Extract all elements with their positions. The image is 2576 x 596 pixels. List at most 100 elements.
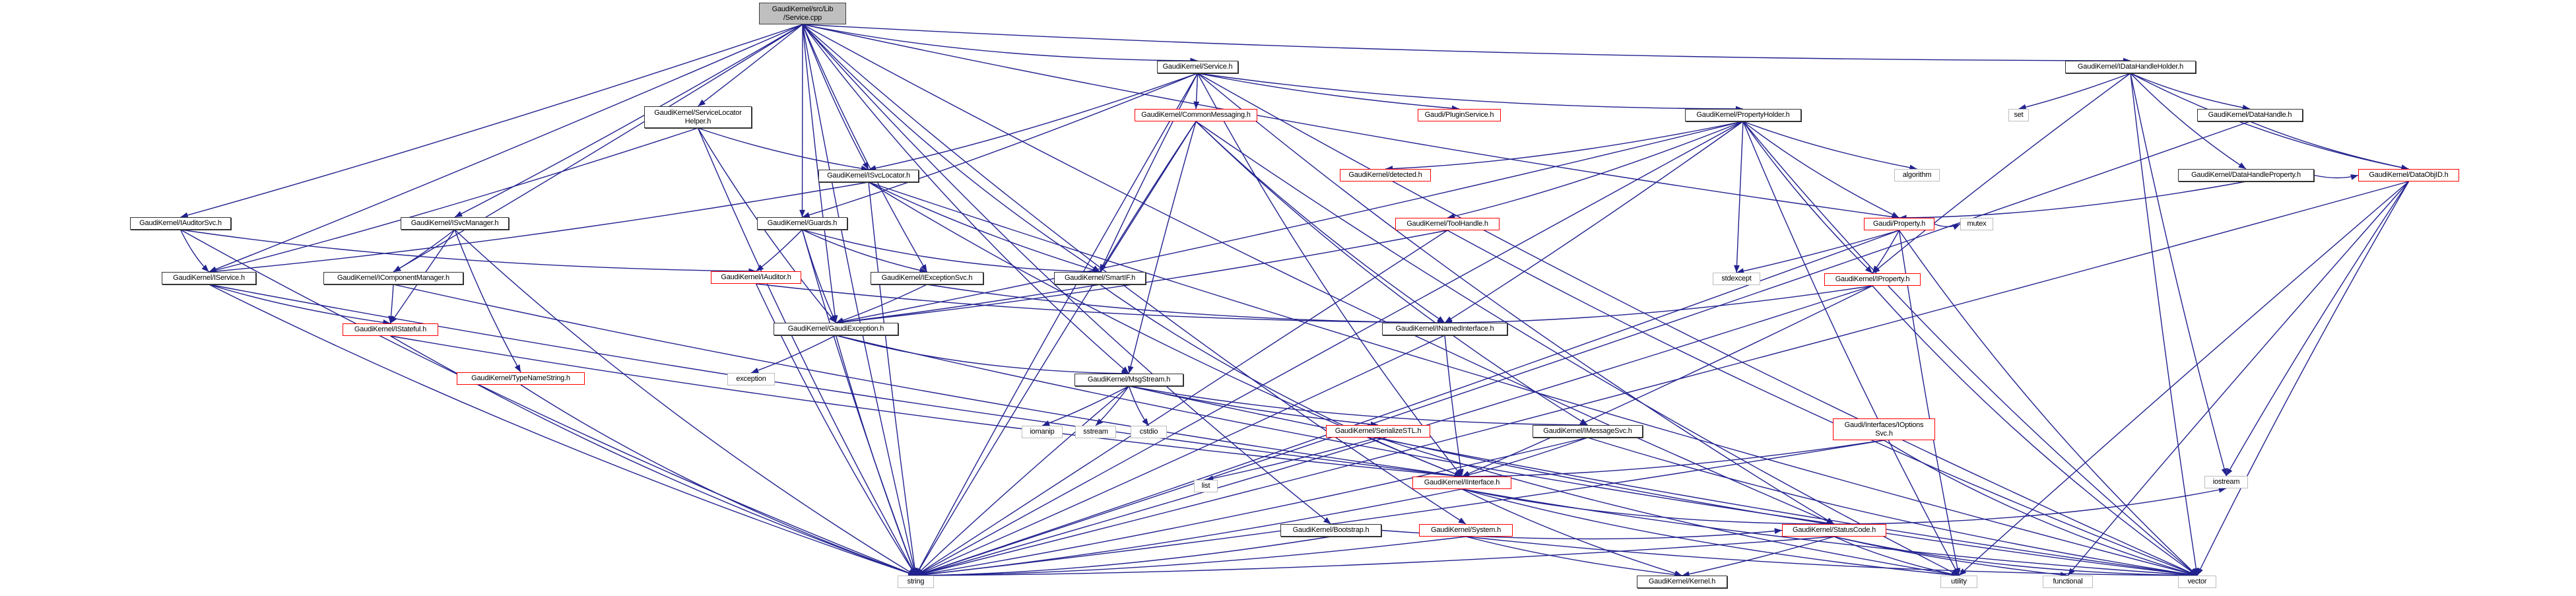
graph-node-dataobjid_h[interactable]: GaudiKernel/DataObjID.h (2358, 169, 2459, 182)
graph-node-iauditorsvc_h[interactable]: GaudiKernel/IAuditorSvc.h (130, 217, 231, 230)
graph-edge (801, 229, 837, 323)
graph-node-iostream[interactable]: iostream (2204, 476, 2248, 488)
graph-node-istateful_h[interactable]: GaudiKernel/IStateful.h (343, 323, 438, 336)
graph-edge (1733, 121, 1744, 273)
graph-node-service_h[interactable]: GaudiKernel/Service.h (1157, 61, 1238, 73)
graph-edge (756, 229, 803, 272)
graph-node-commonmessaging_h[interactable]: GaudiKernel/CommonMessaging.h (1135, 109, 1257, 121)
graph-node-vector[interactable]: vector (2178, 576, 2216, 588)
graph-edge (1898, 230, 2198, 576)
graph-node-list[interactable]: list (1194, 480, 1218, 492)
graph-node-cstdio[interactable]: cstdio (1131, 426, 1167, 438)
graph-edge (802, 73, 1198, 218)
graph-node-functional[interactable]: functional (2043, 576, 2093, 588)
graph-node-algorithm[interactable]: algorithm (1894, 169, 1940, 182)
graph-node-kernel_h[interactable]: GaudiKernel/Kernel.h (1637, 576, 1727, 588)
graph-edge (1833, 536, 1960, 578)
graph-edge (1197, 73, 1460, 112)
graph-node-iomanip[interactable]: iomanip (1022, 426, 1063, 438)
graph-node-serializestl_h[interactable]: GaudiKernel/SerializeSTL.h (1326, 425, 1430, 438)
graph-node-toolhandle_h[interactable]: GaudiKernel/ToolHandle.h (1395, 218, 1500, 230)
graph-edge (1197, 73, 1835, 525)
graph-node-iauditor_h[interactable]: GaudiKernel/IAuditor.h (711, 271, 801, 284)
graph-edge (1833, 536, 2068, 578)
graph-node-typenamestring_h[interactable]: GaudiKernel/TypeNameString.h (457, 372, 585, 385)
graph-edge (836, 335, 1129, 377)
graph-node-string[interactable]: string (898, 576, 934, 588)
graph-edge (1095, 385, 1130, 426)
graph-edge (1127, 121, 1197, 374)
graph-node-datahandleproperty_h[interactable]: GaudiKernel/DataHandleProperty.h (2178, 169, 2314, 182)
graph-node-iproperty_h[interactable]: GaudiKernel/IProperty.h (1824, 273, 1921, 286)
graph-edge (388, 284, 394, 324)
graph-edge (1195, 121, 1588, 426)
graph-node-stdexcept[interactable]: stdexcept (1713, 273, 1760, 285)
graph-edge (915, 536, 1331, 579)
graph-node-mutex[interactable]: mutex (1960, 218, 1993, 230)
graph-node-gaudiexception_h[interactable]: GaudiKernel/GaudiException.h (774, 323, 898, 335)
graph-edge (1833, 486, 2227, 525)
graph-edge (1197, 73, 2198, 576)
graph-node-utility[interactable]: utility (1940, 576, 1977, 588)
graph-edge (868, 182, 1100, 273)
graph-node-msgstream_h[interactable]: GaudiKernel/MsgStream.h (1074, 374, 1183, 386)
graph-edge (1461, 488, 1835, 527)
graph-edge (1195, 121, 1960, 576)
graph-node-imessagesvc_h[interactable]: GaudiKernel/IMessageSvc.h (1533, 425, 1643, 438)
graph-edge (868, 182, 2198, 577)
graph-edge (1041, 385, 1129, 426)
graph-edge (1742, 121, 1960, 576)
graph-edge (927, 284, 1445, 326)
graph-edge (393, 229, 455, 273)
graph-node-root[interactable]: GaudiKernel/src/Lib /Service.cpp (759, 3, 846, 24)
graph-node-ioptionssvc_h[interactable]: Gaudi/Interfaces/IOptions Svc.h (1833, 418, 1935, 440)
graph-edge (1742, 121, 1899, 218)
graph-node-isvclocator_h[interactable]: GaudiKernel/ISvcLocator.h (818, 170, 919, 182)
graph-node-iservice_h[interactable]: GaudiKernel/IService.h (162, 272, 256, 284)
graph-node-pluginservice_h[interactable]: Gaudi/PluginService.h (1418, 109, 1501, 121)
graph-node-idatahandleholder_h[interactable]: GaudiKernel/IDataHandleHolder.h (2065, 61, 2196, 73)
graph-edge (2226, 181, 2410, 477)
graph-edge (802, 24, 1198, 64)
graph-edge (1377, 437, 1960, 578)
graph-node-iexceptionsvc_h[interactable]: GaudiKernel/IExceptionSvc.h (871, 272, 983, 284)
graph-edge (802, 24, 1100, 273)
graph-edge (2313, 174, 2359, 180)
graph-edge (2130, 73, 2251, 111)
graph-node-icomponentmanager_h[interactable]: GaudiKernel/IComponentManager.h (323, 272, 463, 284)
graph-node-statuscode_h[interactable]: GaudiKernel/StatusCode.h (1782, 524, 1886, 537)
graph-edge (915, 73, 1199, 576)
graph-node-exception[interactable]: exception (727, 373, 775, 385)
graph-edge (1129, 385, 1379, 428)
graph-node-servicelocatorhelper_h[interactable]: GaudiKernel/ServiceLocator Helper.h (644, 106, 752, 128)
graph-node-iinterface_h[interactable]: GaudiKernel/IInterface.h (1412, 477, 1511, 489)
graph-edge (2067, 181, 2410, 576)
graph-node-sstream[interactable]: sstream (1075, 426, 1116, 438)
graph-node-guards_h[interactable]: GaudiKernel/Guards.h (757, 217, 847, 230)
graph-edge (1461, 437, 1588, 478)
graph-edge (868, 73, 1198, 172)
graph-edge (209, 284, 391, 325)
graph-node-property_h[interactable]: Gaudi/Property.h (1864, 218, 1934, 230)
graph-node-detected_h[interactable]: GaudiKernel/detected.h (1340, 169, 1431, 182)
graph-edge (393, 24, 803, 273)
graph-node-system_h[interactable]: GaudiKernel/System.h (1419, 524, 1513, 537)
graph-node-smartif_h[interactable]: GaudiKernel/SmartIF.h (1054, 272, 1146, 284)
graph-node-namedinterface_h[interactable]: GaudiKernel/INamedInterface.h (1382, 323, 1507, 335)
graph-node-isvcmanager_h[interactable]: GaudiKernel/ISvcManager.h (401, 217, 509, 230)
graph-node-propertyholder_h[interactable]: GaudiKernel/PropertyHolder.h (1685, 109, 1801, 121)
graph-edge (1099, 73, 1199, 273)
graph-edge (698, 24, 803, 107)
graph-edge (802, 24, 928, 273)
graph-node-set[interactable]: set (2008, 109, 2029, 121)
graph-edge (915, 121, 1744, 576)
graph-edge (1934, 223, 1961, 230)
graph-edge (836, 284, 927, 323)
graph-edge (915, 440, 1884, 578)
graph-edge (1742, 121, 1917, 171)
graph-node-bootstrap_h[interactable]: GaudiKernel/Bootstrap.h (1280, 524, 1381, 537)
graph-edge (915, 385, 1129, 576)
graph-edge (836, 121, 1744, 325)
graph-node-datahandle_h[interactable]: GaudiKernel/DataHandle.h (2197, 109, 2303, 121)
graph-edge (1197, 73, 1744, 112)
